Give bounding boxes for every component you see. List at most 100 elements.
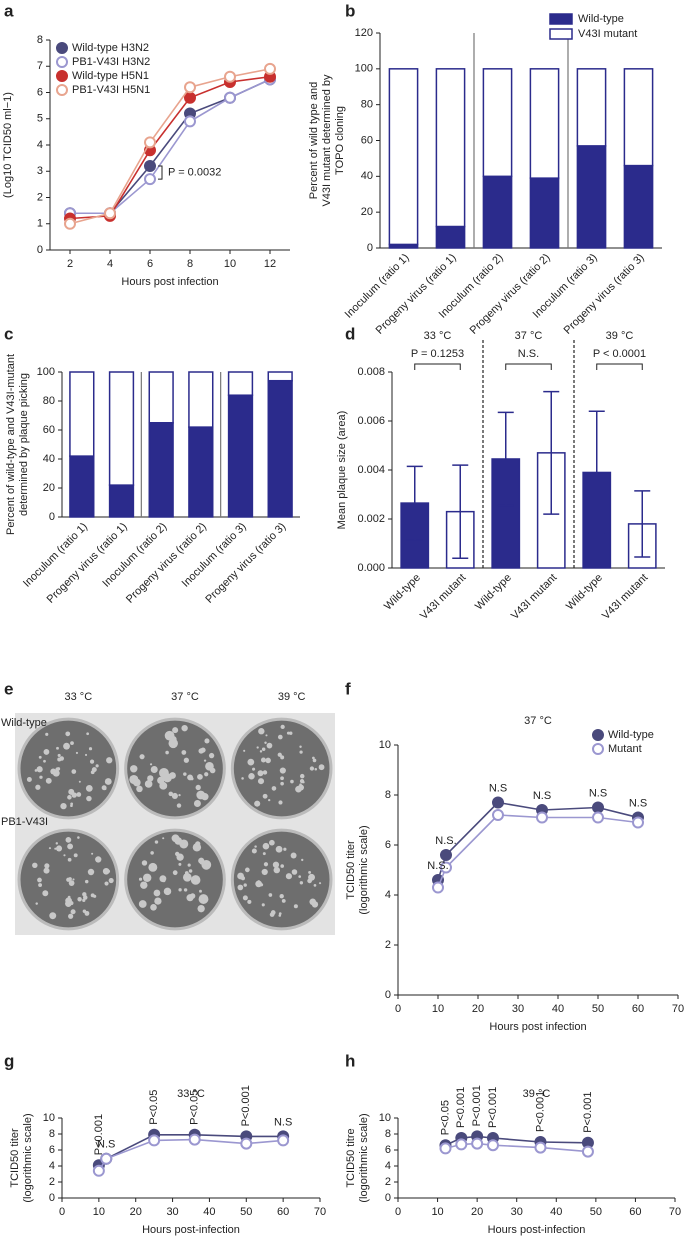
x-tick-label: 30 bbox=[512, 1003, 524, 1015]
y-tick-label: 10 bbox=[379, 1112, 391, 1124]
x-tick-label: 40 bbox=[203, 1206, 215, 1218]
bar-segment bbox=[482, 175, 513, 249]
y-axis-label: Percent of wild-type and V43I-mutant bbox=[5, 354, 17, 535]
annotation: P = 0.0032 bbox=[168, 166, 221, 178]
x-tick-label: 50 bbox=[240, 1206, 252, 1218]
x-axis-label: Hours post-infection bbox=[488, 1224, 586, 1236]
row-label: Wild-type bbox=[1, 717, 47, 729]
bar-segment bbox=[482, 68, 513, 178]
x-tick-label: 8 bbox=[187, 258, 193, 270]
legend-swatch bbox=[549, 13, 573, 25]
x-tick-label: Progeny virus (ratio 3) bbox=[562, 252, 647, 337]
plaque bbox=[193, 800, 201, 807]
plaque bbox=[279, 767, 286, 774]
plaque bbox=[242, 895, 248, 901]
plaque bbox=[289, 731, 293, 735]
point-annotation: N.S bbox=[589, 787, 607, 799]
plaque bbox=[258, 728, 265, 735]
plaque bbox=[38, 883, 43, 887]
y-tick-label: 8 bbox=[37, 34, 43, 46]
y-axis-label: V43I mutant determined by bbox=[321, 74, 333, 207]
plaque bbox=[278, 800, 283, 805]
x-tick-label: 0 bbox=[395, 1003, 401, 1015]
plaque bbox=[138, 900, 147, 908]
panel-letter: e bbox=[4, 679, 13, 698]
plaque bbox=[72, 878, 75, 881]
group-label: 37 °C bbox=[515, 330, 543, 342]
plaque bbox=[178, 888, 182, 892]
point-annotation: P<0.001 bbox=[471, 1085, 483, 1126]
x-tick-label: Progeny virus (ratio 2) bbox=[124, 521, 209, 606]
plaque bbox=[102, 867, 110, 875]
x-tick-label: 60 bbox=[629, 1206, 641, 1218]
y-axis-label: TCID50 titre bbox=[345, 1128, 357, 1187]
y-axis-label: TOPO cloning bbox=[334, 106, 346, 175]
plaque bbox=[154, 840, 159, 844]
error-bar bbox=[406, 465, 423, 541]
plaque bbox=[170, 773, 173, 777]
plaque bbox=[65, 837, 72, 843]
bar-segment bbox=[108, 484, 135, 518]
x-tick-label: 50 bbox=[592, 1003, 604, 1015]
plaque bbox=[298, 875, 302, 878]
plaque bbox=[165, 750, 169, 755]
plaque bbox=[262, 793, 268, 799]
y-tick-label: 2 bbox=[385, 1176, 391, 1188]
plaque bbox=[162, 879, 166, 883]
plaque bbox=[182, 873, 192, 882]
plaque bbox=[264, 741, 267, 744]
legend-label: Wild-type bbox=[578, 13, 624, 25]
plaque bbox=[208, 752, 215, 759]
plaque bbox=[175, 851, 180, 857]
data-point bbox=[144, 136, 156, 149]
point-annotation: P<0.05 bbox=[148, 1090, 160, 1125]
bar-segment bbox=[576, 68, 607, 147]
plaque bbox=[318, 764, 325, 771]
panel-letter: g bbox=[4, 1051, 14, 1070]
y-tick-label: 0 bbox=[385, 1192, 391, 1204]
plaque bbox=[42, 890, 49, 897]
y-tick-label: 100 bbox=[37, 366, 55, 378]
point-annotation: P<0.05 bbox=[439, 1100, 451, 1135]
plaque bbox=[183, 888, 188, 892]
plaque bbox=[300, 773, 305, 779]
bar-segment bbox=[388, 68, 419, 246]
plaque bbox=[203, 898, 208, 904]
plaque bbox=[278, 914, 282, 917]
y-tick-label: 100 bbox=[355, 63, 373, 75]
x-tick-label: 30 bbox=[511, 1206, 523, 1218]
plaque bbox=[266, 742, 273, 749]
plaque bbox=[54, 847, 57, 850]
legend-label: Wild-type H3N2 bbox=[72, 42, 149, 54]
plaque bbox=[86, 732, 90, 736]
plaque bbox=[70, 741, 74, 745]
x-tick-label: 10 bbox=[431, 1206, 443, 1218]
plaque bbox=[299, 881, 304, 885]
y-tick-label: 60 bbox=[361, 134, 373, 146]
y-tick-label: 80 bbox=[43, 395, 55, 407]
plaque bbox=[150, 904, 157, 911]
plaque bbox=[265, 734, 268, 737]
plaque bbox=[313, 884, 317, 887]
plaque bbox=[68, 880, 75, 887]
data-point bbox=[100, 1152, 113, 1165]
x-tick-label: 20 bbox=[472, 1003, 484, 1015]
plaque bbox=[203, 759, 207, 762]
plaque bbox=[280, 755, 285, 760]
point-annotation: P<0.001 bbox=[582, 1092, 594, 1133]
plaque bbox=[39, 775, 43, 779]
plaque bbox=[273, 866, 280, 874]
plaque bbox=[43, 749, 50, 755]
bar-segment bbox=[576, 145, 607, 249]
y-axis-label: TCID50 titer bbox=[9, 1128, 21, 1188]
x-tick-label: 70 bbox=[672, 1003, 684, 1015]
bar-segment bbox=[529, 177, 560, 249]
y-tick-label: 0.008 bbox=[357, 366, 385, 378]
plaque bbox=[260, 757, 266, 763]
plaque bbox=[150, 851, 154, 855]
plaque bbox=[241, 777, 244, 780]
plaque bbox=[190, 875, 201, 885]
plaque bbox=[311, 901, 319, 908]
y-axis-label: (logorithmic scale) bbox=[358, 825, 370, 914]
